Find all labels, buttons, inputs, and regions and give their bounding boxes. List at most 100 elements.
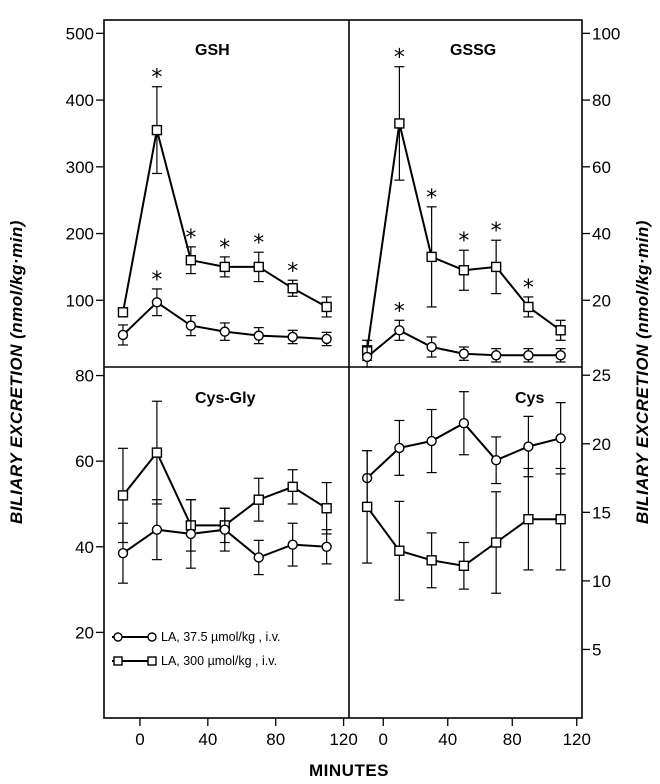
y-tick-label: 20	[75, 623, 94, 642]
data-point-square-gsh	[287, 283, 298, 294]
y-tick-label: 25	[592, 366, 611, 385]
data-point-circle-cysgly	[219, 524, 231, 535]
data-point-square-cysgly	[117, 490, 129, 501]
y-tick-label: 15	[592, 503, 611, 522]
y-axis-title-right: BILIARY EXCRETION (nmol/kg·min)	[633, 220, 652, 524]
legend-square-marker	[113, 656, 123, 666]
significance-star: *	[523, 276, 534, 301]
panel-title-cys: Cys	[515, 390, 544, 407]
data-point-circle-cys	[555, 433, 566, 444]
panel-title-gsh: GSH	[195, 42, 230, 59]
data-point-circle-gsh	[321, 333, 332, 345]
y-tick-label: 80	[592, 91, 611, 110]
y-tick-label: 20	[592, 291, 611, 310]
data-point-square-gssg	[523, 301, 534, 313]
significance-star: *	[458, 229, 469, 254]
data-point-circle-gssg	[523, 350, 534, 361]
data-point-square-gsh	[253, 261, 264, 273]
significance-star: *	[287, 259, 298, 284]
legend: LA, 37.5 µmol/kg , i.v. LA, 300 µmol/kg …	[112, 630, 281, 668]
data-point-circle-cysgly	[321, 541, 332, 552]
legend-label-la37: LA, 37.5 µmol/kg , i.v.	[161, 630, 281, 644]
x-tick-label: 40	[198, 730, 217, 749]
x-tick-label: 0	[135, 730, 144, 749]
y-tick-label: 5	[592, 640, 601, 659]
y-tick-label: 100	[592, 24, 620, 43]
data-point-square-cys	[523, 513, 534, 525]
axis-ticks: 0 40 80 120 0 40 80 120 100 200 300 400 500 20 40 60 80 1…	[66, 24, 621, 749]
x-tick-label: 80	[503, 730, 522, 749]
x-axis-title: MINUTES	[309, 761, 389, 780]
data-point-square-gsh	[117, 307, 129, 318]
data-point-circle-cysgly	[287, 539, 298, 550]
data-point-square-cys	[555, 513, 566, 525]
data-point-circle-gsh	[185, 320, 197, 331]
y-tick-label: 60	[592, 158, 611, 177]
significance-star: *	[151, 268, 162, 293]
x-tick-label: 80	[266, 730, 285, 749]
y-tick-label: 10	[592, 572, 611, 591]
data-point-square-gssg	[394, 118, 405, 129]
y-tick-label: 200	[66, 225, 94, 244]
plot-frame	[103, 19, 583, 719]
data-point-square-gsh	[185, 255, 197, 266]
y-tick-label: 400	[66, 91, 94, 110]
data-point-circle-cysgly	[253, 552, 264, 563]
data-point-square-gssg	[426, 251, 437, 263]
data-point-square-cysgly	[253, 494, 264, 505]
legend-circle-marker	[113, 632, 123, 642]
data-point-square-cys	[490, 537, 502, 548]
y-tick-label: 40	[75, 538, 94, 557]
significance-star: *	[491, 219, 502, 244]
y-tick-label: 60	[75, 452, 94, 471]
data-point-square-gsh	[151, 124, 163, 136]
data-point-circle-gsh	[287, 331, 298, 343]
data-point-circle-cysgly	[185, 528, 197, 540]
significance-star: *	[185, 226, 196, 251]
y-tick-label: 40	[592, 225, 611, 244]
data-point-circle-cys	[490, 455, 502, 466]
legend-label-la300: LA, 300 µmol/kg , i.v.	[161, 654, 277, 668]
data-point-square-gssg	[555, 325, 566, 336]
significance-star: *	[151, 66, 162, 91]
legend-circle-marker	[147, 632, 157, 642]
data-point-square-cys	[458, 560, 470, 572]
data-point-circle-gssg	[426, 341, 437, 353]
panel-title-cys-gly: Cys-Gly	[195, 390, 256, 407]
significance-star: *	[253, 231, 264, 256]
data-point-square-gssg	[490, 261, 502, 273]
significance-star: *	[394, 299, 405, 324]
data-point-square-cysgly	[321, 503, 332, 514]
data-point-square-gssg	[458, 265, 470, 276]
x-tick-label: 120	[329, 730, 357, 749]
y-tick-label: 80	[75, 367, 94, 386]
data-point-circle-cysgly	[117, 548, 129, 559]
data-point-square-gsh	[219, 261, 231, 273]
data-point-square-cys	[361, 501, 373, 513]
data-point-circle-gssg	[361, 351, 373, 363]
data-point-circle-cysgly	[151, 524, 163, 535]
y-tick-label: 100	[66, 291, 94, 310]
data-point-circle-gsh	[219, 326, 231, 337]
y-tick-label: 20	[592, 435, 611, 454]
significance-star: *	[219, 236, 230, 261]
significance-star: *	[394, 46, 405, 71]
x-tick-label: 40	[438, 730, 457, 749]
data-point-square-cysgly	[287, 481, 298, 493]
chart-marks: * * * * * * * * * * * *	[117, 46, 566, 601]
panel-title-gssg: GSSG	[450, 42, 496, 59]
data-point-circle-cys	[394, 442, 405, 454]
data-point-square-cys	[394, 545, 405, 556]
legend-square-marker	[147, 656, 157, 666]
data-point-circle-gssg	[394, 325, 405, 336]
data-point-circle-cys	[458, 418, 470, 429]
data-point-square-cysgly	[151, 447, 163, 458]
data-point-circle-gsh	[117, 329, 129, 341]
x-tick-label: 120	[563, 730, 591, 749]
x-tick-label: 0	[379, 730, 388, 749]
y-tick-label: 300	[66, 158, 94, 177]
data-point-circle-gsh	[253, 330, 264, 341]
data-point-circle-gssg	[490, 350, 502, 361]
y-tick-label: 500	[66, 24, 94, 43]
